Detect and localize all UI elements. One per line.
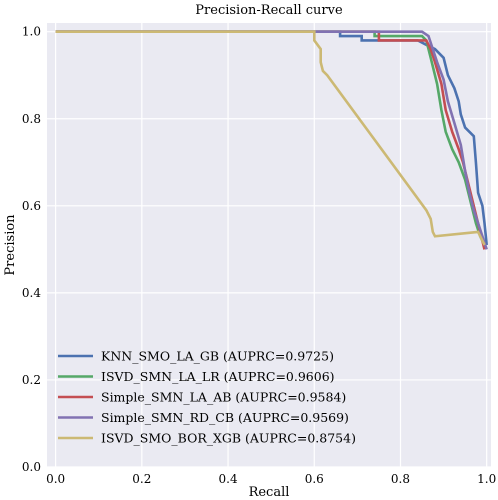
series-line-5 [55, 30, 486, 246]
legend: KNN_SMO_LA_GB (AUPRC=0.9725) ISVD_SMN_LA_… [58, 349, 356, 446]
x-axis-label: Recall [249, 485, 290, 500]
x-tick-label: 0.4 [219, 472, 238, 486]
grid [47, 23, 491, 468]
x-ticks: 0.0 0.2 0.4 0.6 0.8 1.0 [46, 472, 496, 486]
y-tick-label: 0.4 [22, 286, 41, 300]
series-line-4 [55, 30, 488, 250]
x-tick-label: 0.2 [132, 472, 151, 486]
chart-title: Precision-Recall curve [195, 3, 343, 18]
series-line-1 [55, 30, 488, 246]
legend-label-4: Simple_SMN_RD_CB (AUPRC=0.9569) [101, 410, 349, 425]
series-group [55, 30, 488, 250]
y-axis-label: Precision [3, 214, 18, 276]
legend-label-1: KNN_SMO_LA_GB (AUPRC=0.9725) [101, 349, 334, 364]
legend-label-3: Simple_SMN_LA_AB (AUPRC=0.9584) [101, 390, 346, 405]
legend-label-2: ISVD_SMN_LA_LR (AUPRC=0.9606) [101, 369, 335, 384]
x-tick-label: 0.0 [46, 472, 65, 486]
y-ticks: 0.0 0.2 0.4 0.6 0.8 1.0 [22, 25, 41, 474]
x-tick-label: 1.0 [477, 472, 496, 486]
y-tick-label: 0.8 [22, 112, 41, 126]
y-tick-label: 0.6 [22, 199, 41, 213]
y-tick-label: 1.0 [22, 25, 41, 39]
plot-background [47, 23, 491, 467]
y-tick-label: 0.2 [22, 373, 41, 387]
x-tick-label: 0.8 [391, 472, 410, 486]
series-line-2 [55, 30, 486, 246]
x-tick-label: 0.6 [305, 472, 324, 486]
y-tick-label: 0.0 [22, 460, 41, 474]
legend-label-5: ISVD_SMO_BOR_XGB (AUPRC=0.8754) [101, 431, 356, 446]
